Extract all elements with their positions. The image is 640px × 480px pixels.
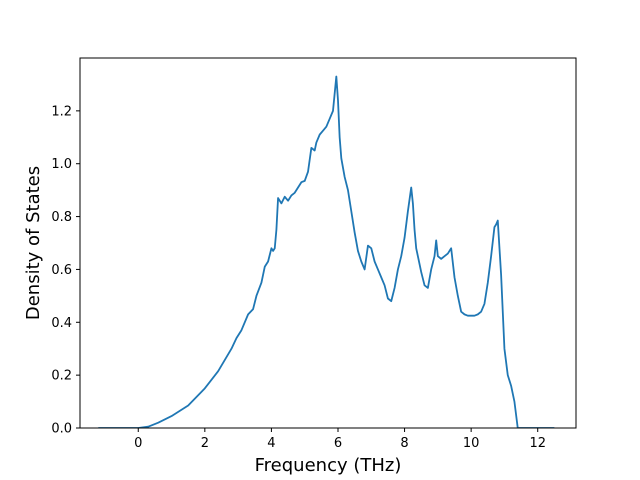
y-axis-ticks: 0.0 0.2 0.4 0.6 0.8 1.0 1.2 <box>51 104 80 437</box>
x-tick-label: 2 <box>201 436 209 451</box>
y-tick-label: 0.2 <box>51 369 72 384</box>
y-tick-label: 1.0 <box>51 157 72 172</box>
x-tick-label: 6 <box>334 436 342 451</box>
plot-frame <box>79 57 577 429</box>
x-tick-label: 0 <box>134 436 142 451</box>
y-axis-label: Density of States <box>23 166 44 320</box>
x-axis-label: Frequency (THz) <box>255 455 402 476</box>
x-tick-label: 4 <box>267 436 275 451</box>
dos-series-line <box>98 75 555 428</box>
x-tick-label: 12 <box>529 436 546 451</box>
y-tick-label: 1.2 <box>51 104 72 119</box>
x-tick-label: 10 <box>463 436 480 451</box>
x-tick-label: 8 <box>400 436 408 451</box>
x-axis-ticks: 0 2 4 6 8 10 12 <box>134 428 546 451</box>
y-tick-label: 0.0 <box>51 422 72 437</box>
y-tick-label: 0.8 <box>51 210 72 225</box>
y-tick-label: 0.6 <box>51 263 72 278</box>
y-tick-label: 0.4 <box>51 316 72 331</box>
